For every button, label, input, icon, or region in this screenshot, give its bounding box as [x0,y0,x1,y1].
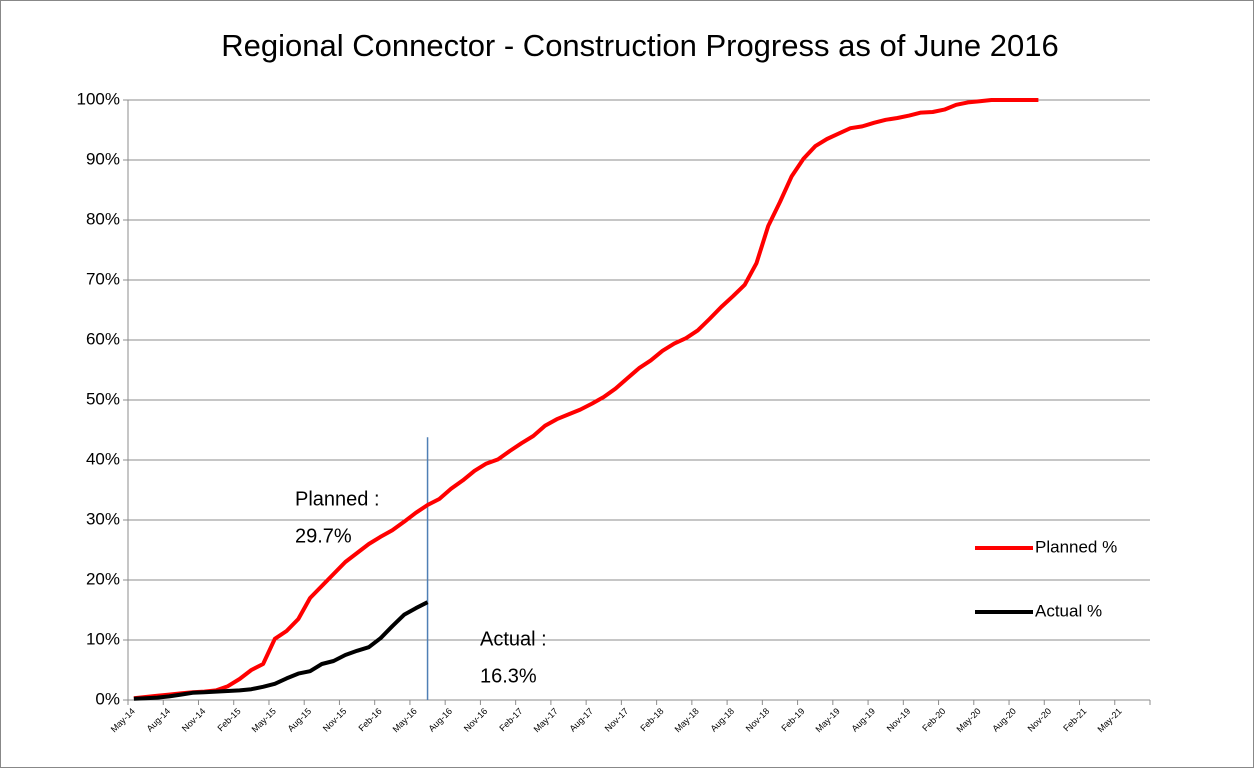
series-line [133,600,429,701]
y-tick-label: 60% [86,329,120,348]
series-line [133,98,1039,701]
y-tick-label: 20% [86,569,120,588]
y-tick-label: 0% [95,689,120,708]
y-tick-label: 90% [86,149,120,168]
annotation: Planned : [295,488,380,510]
legend-label: Planned % [1035,537,1117,556]
legend-label: Actual % [1035,601,1102,620]
y-tick-label: 50% [86,389,120,408]
y-tick-label: 30% [86,509,120,528]
y-tick-label: 70% [86,269,120,288]
annotation: 16.3% [480,665,537,687]
y-tick-label: 80% [86,209,120,228]
annotation: 29.7% [295,525,352,547]
y-tick-label: 40% [86,449,120,468]
annotation: Actual : [480,628,547,650]
y-tick-label: 100% [77,89,120,108]
chart-title: Regional Connector - Construction Progre… [221,28,1058,63]
y-tick-label: 10% [86,629,120,648]
